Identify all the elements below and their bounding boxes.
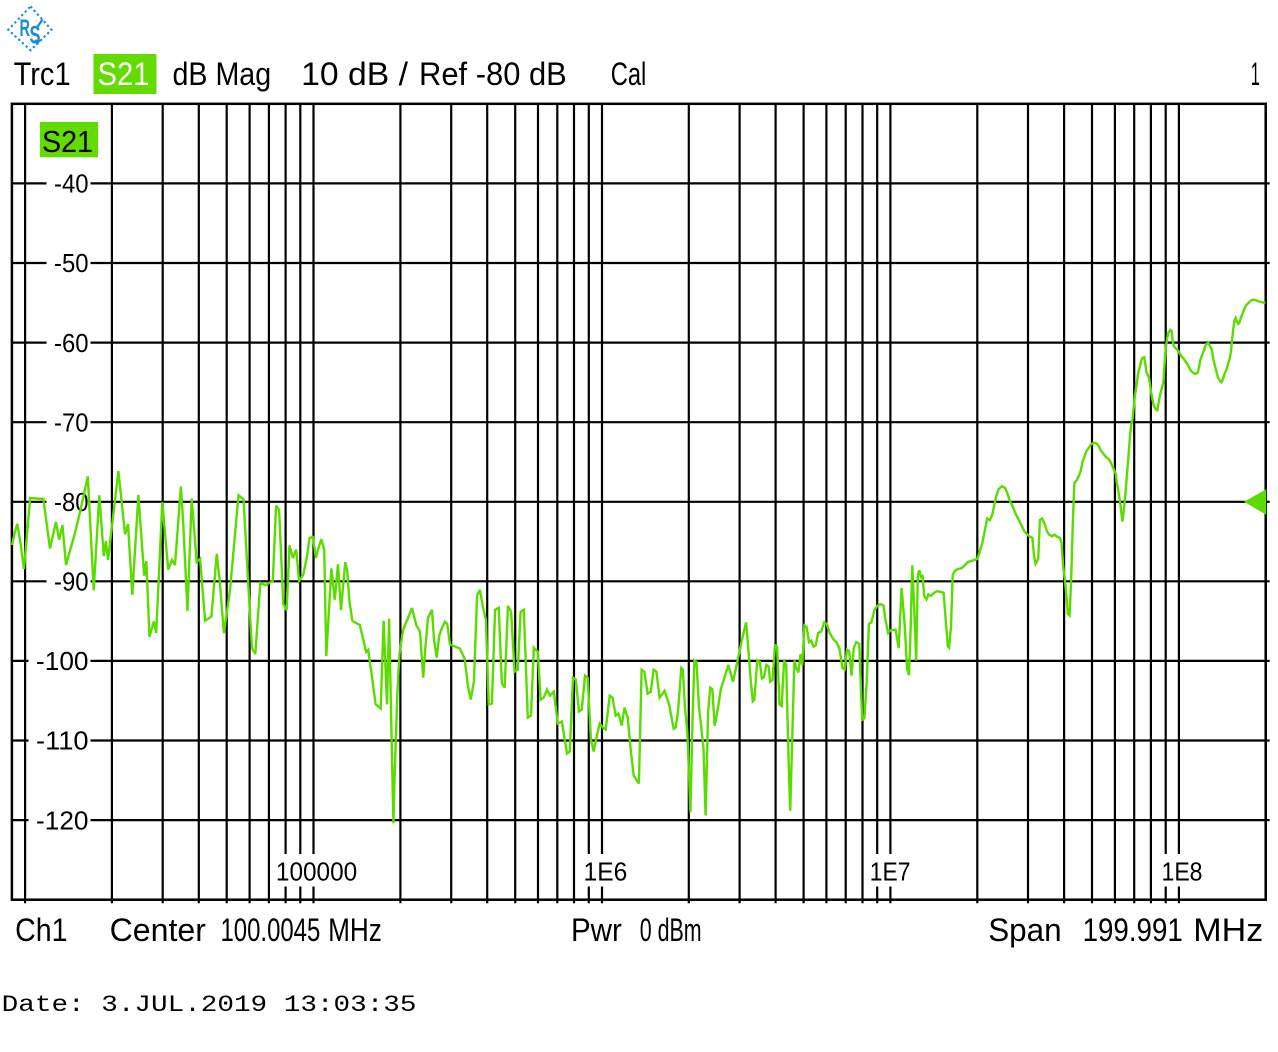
svg-text:Date: 3.JUL.2019 13:03:35: Date: 3.JUL.2019 13:03:35 xyxy=(2,992,417,1018)
svg-text:S21: S21 xyxy=(98,56,150,92)
svg-text:1: 1 xyxy=(1251,56,1260,92)
svg-text:-120: -120 xyxy=(36,807,89,835)
svg-text:-90: -90 xyxy=(54,569,89,597)
svg-text:-50: -50 xyxy=(54,250,89,278)
svg-text:-110: -110 xyxy=(36,728,89,756)
svg-text:100000: 100000 xyxy=(276,858,357,886)
svg-text:Cal: Cal xyxy=(611,56,647,92)
svg-text:-60: -60 xyxy=(54,330,89,358)
svg-text:Ch1: Ch1 xyxy=(15,912,67,948)
svg-text:10 dB /: 10 dB / xyxy=(301,56,408,92)
svg-text:1E8: 1E8 xyxy=(1162,858,1203,886)
svg-text:199.991: 199.991 xyxy=(1083,912,1183,948)
svg-text:1E6: 1E6 xyxy=(584,858,628,886)
svg-text:MHz: MHz xyxy=(1193,912,1263,948)
svg-text:-70: -70 xyxy=(54,409,89,437)
svg-text:S21: S21 xyxy=(42,124,93,159)
svg-text:Ref -80 dB: Ref -80 dB xyxy=(419,56,567,92)
svg-text:R: R xyxy=(20,15,31,42)
svg-text:-100: -100 xyxy=(36,648,89,676)
svg-text:MHz: MHz xyxy=(328,912,382,948)
svg-text:100.0045: 100.0045 xyxy=(221,912,321,948)
svg-text:Span: Span xyxy=(988,912,1061,948)
svg-text:dB Mag: dB Mag xyxy=(173,56,272,92)
svg-text:Pwr: Pwr xyxy=(571,912,622,948)
svg-text:Trc1: Trc1 xyxy=(14,56,71,92)
svg-text:1E7: 1E7 xyxy=(870,858,911,886)
svg-text:Center: Center xyxy=(110,912,207,948)
svg-text:-40: -40 xyxy=(54,171,89,199)
svg-text:0 dBm: 0 dBm xyxy=(640,912,702,948)
svg-text:S: S xyxy=(30,22,41,50)
